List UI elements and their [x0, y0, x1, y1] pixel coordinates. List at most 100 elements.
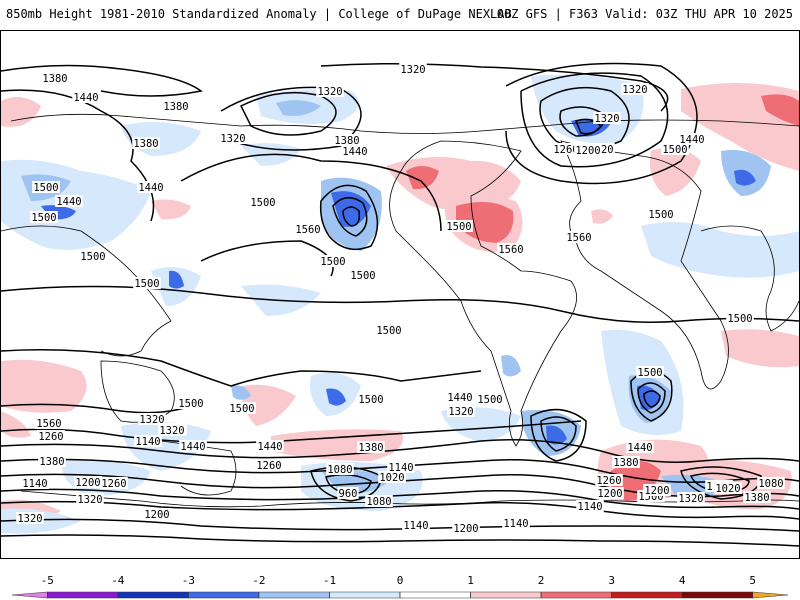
contour-label: 1260: [101, 478, 126, 490]
contour-label: 1500: [33, 182, 58, 194]
contour-label: 1440: [447, 392, 472, 404]
contour-label: 1560: [498, 244, 523, 256]
contour-label-bg: [357, 441, 385, 453]
contour-label-bg: [137, 181, 165, 193]
contour-label: 1380: [358, 442, 383, 454]
contour-1560: [200, 240, 334, 277]
anomaly-area: [734, 169, 756, 186]
anomaly-area: [1, 359, 87, 413]
colorbar-bin: [188, 591, 260, 599]
contour-label: 1440: [342, 146, 367, 158]
contour-label-bg: [621, 83, 649, 95]
contour-label-bg: [402, 519, 430, 531]
contour-label-bg: [21, 477, 49, 489]
contour-label: 1500: [446, 221, 471, 233]
anomaly-area: [761, 94, 799, 126]
colorbar-bin: [11, 591, 48, 599]
contour-label-bg: [319, 255, 347, 267]
contour-label: 1500: [648, 209, 673, 221]
contour-label-bg: [35, 417, 63, 429]
anomaly-area: [406, 166, 439, 190]
contour-1440-b: [505, 62, 698, 185]
anomaly-area: [721, 329, 799, 368]
anomaly-area: [1, 411, 31, 438]
contour-label-bg: [446, 391, 474, 403]
contour-label-bg: [502, 517, 530, 529]
anomaly-area: [151, 199, 191, 220]
contour-labels: 1380132013201440138013201260132013201380…: [16, 63, 785, 535]
contour-label-bg: [399, 63, 427, 75]
contour-label: 1140: [22, 478, 47, 490]
contour-label: 1500: [637, 367, 662, 379]
contour-label-bg: [219, 132, 247, 144]
contour-label: 1500: [727, 313, 752, 325]
contour-1380-low: [342, 206, 361, 227]
colorbar-tick-label: -2: [252, 574, 266, 587]
contour-1140-ring: [540, 416, 577, 452]
anomaly-area: [241, 384, 296, 426]
contour-label: 1320: [139, 414, 164, 426]
colorbar-tick-label: 2: [537, 574, 545, 587]
contour-label-bg: [333, 134, 361, 146]
contour-label: 1140: [135, 436, 160, 448]
contour-label: 1200: [644, 485, 669, 497]
contour-1140-bottom: [1, 518, 799, 532]
contour-label: 1140: [403, 520, 428, 532]
contour-1500-n: [180, 153, 442, 232]
contour-1380-low: [220, 86, 362, 151]
contour-label-bg: [249, 196, 277, 208]
contour-1500-s: [1, 349, 482, 387]
contour-label-bg: [476, 393, 504, 405]
contour-label: 1380: [42, 73, 67, 85]
anomaly-area: [650, 147, 701, 196]
colorbar: [11, 591, 789, 599]
colorbar-tick-label: -1: [322, 574, 337, 587]
contour-label-bg: [593, 112, 621, 124]
contour-label: 1500: [134, 278, 159, 290]
contour-label: 1080: [327, 464, 352, 476]
contour-label-bg: [294, 223, 322, 235]
contour-label: 1380: [39, 456, 64, 468]
coastline: [389, 140, 578, 447]
contour-1200: [574, 118, 603, 135]
anomaly-area: [121, 422, 211, 471]
contour-label: 1380: [334, 135, 359, 147]
contour-label: 1500: [178, 398, 203, 410]
contour-label: 1440: [257, 441, 282, 453]
contour-label: 1380: [133, 138, 158, 150]
contour-label-bg: [55, 195, 83, 207]
colorbar-tick-label: -3: [181, 574, 195, 587]
colorbar-tick-label: 3: [608, 574, 615, 587]
contour-label: 1500: [229, 403, 254, 415]
contour-label-bg: [138, 413, 166, 425]
contour-label: 1500: [662, 144, 687, 156]
contour-1200-far: [680, 466, 762, 500]
contour-label-bg: [612, 456, 640, 468]
anomaly-area: [591, 209, 613, 224]
contour-label: 1500: [376, 325, 401, 337]
map-title: 850mb Height 1981-2010 Standardized Anom…: [6, 7, 512, 21]
contour-label-bg: [32, 181, 60, 193]
map-panel: 1380132013201440138013201260132013201380…: [0, 30, 800, 559]
contour-label-bg: [636, 366, 664, 378]
contour-label-bg: [134, 435, 162, 447]
contour-label-bg: [574, 144, 602, 156]
colorbar-bin: [611, 591, 683, 599]
coastline: [700, 225, 799, 332]
contour-1440-ring: [637, 382, 666, 414]
contour-label-bg: [677, 492, 705, 504]
contour-label-bg: [76, 493, 104, 505]
contour-1380-ring: [643, 390, 661, 408]
colorbar-bin: [47, 591, 119, 599]
contour-1140-far: [689, 472, 750, 494]
colorbar-bin: [258, 591, 330, 599]
anomaly-area: [456, 202, 514, 243]
contour-1320: [320, 62, 669, 112]
contour-label-bg: [497, 243, 525, 255]
contour-label-bg: [41, 72, 69, 84]
anomaly-area: [276, 100, 321, 116]
contour-label: 1500: [31, 212, 56, 224]
anomaly-area: [169, 270, 184, 289]
contour-label: 1440: [73, 92, 98, 104]
contour-1380-s: [1, 439, 799, 463]
